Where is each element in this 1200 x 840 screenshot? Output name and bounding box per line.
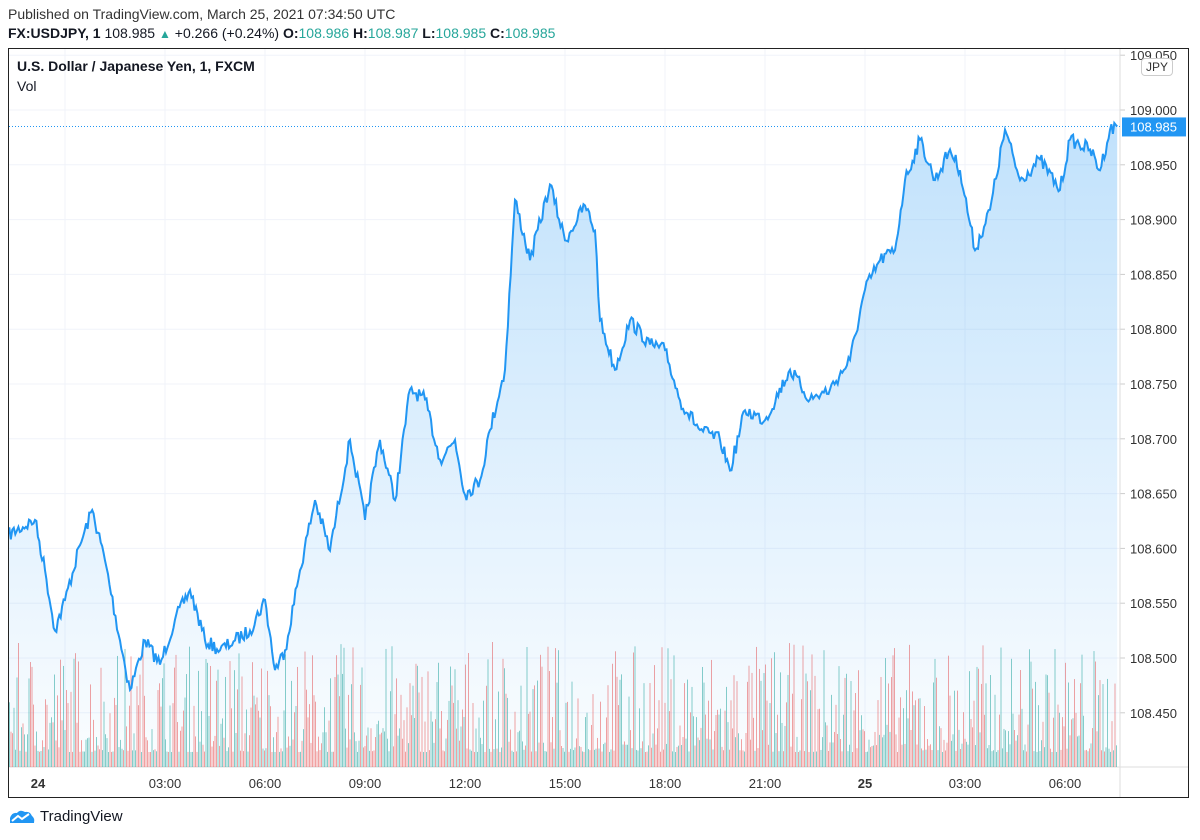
x-tick-label: 09:00 bbox=[349, 776, 382, 791]
legend-volume: Vol bbox=[17, 78, 37, 94]
y-tick-label: 108.850 bbox=[1130, 267, 1177, 282]
y-tick-label: 108.500 bbox=[1130, 651, 1177, 666]
high-value: 108.987 bbox=[367, 25, 419, 41]
close-value: 108.985 bbox=[504, 25, 556, 41]
tradingview-logo-icon bbox=[10, 810, 35, 823]
chart-legend: U.S. Dollar / Japanese Yen, 1, FXCM Vol bbox=[17, 58, 255, 94]
open-label: O: bbox=[282, 25, 299, 41]
y-tick-label: 108.550 bbox=[1130, 596, 1177, 611]
x-tick-label: 18:00 bbox=[649, 776, 682, 791]
last-price-label: 108.985 bbox=[1130, 119, 1177, 134]
last-price-badge bbox=[1122, 117, 1186, 137]
legend-title: U.S. Dollar / Japanese Yen, 1, FXCM bbox=[17, 58, 255, 74]
open-value: 108.986 bbox=[298, 25, 350, 41]
y-tick-label: 108.800 bbox=[1130, 322, 1177, 337]
up-arrow-icon: ▲ bbox=[158, 27, 171, 41]
y-tick-label: 108.600 bbox=[1130, 541, 1177, 556]
y-tick-label: 108.750 bbox=[1130, 377, 1177, 392]
published-note: Published on TradingView.com, March 25, … bbox=[8, 6, 396, 22]
x-tick-label: 03:00 bbox=[149, 776, 182, 791]
y-tick-label: 108.900 bbox=[1130, 213, 1177, 228]
y-tick-label: 108.950 bbox=[1130, 158, 1177, 173]
price-change: +0.266 (+0.24%) bbox=[174, 25, 280, 41]
symbol-name: FX:USDJPY, 1 bbox=[8, 25, 101, 41]
y-tick-label: 109.000 bbox=[1130, 103, 1177, 118]
footer-brand-text: TradingView bbox=[40, 808, 123, 825]
x-tick-label: 15:00 bbox=[549, 776, 582, 791]
x-tick-label: 21:00 bbox=[749, 776, 782, 791]
x-tick-label: 12:00 bbox=[449, 776, 482, 791]
y-tick-label: 108.700 bbox=[1130, 432, 1177, 447]
chart-frame[interactable] bbox=[8, 48, 1189, 798]
price-line bbox=[9, 120, 1118, 693]
low-label: L: bbox=[422, 25, 436, 41]
y-tick-label: 108.650 bbox=[1130, 487, 1177, 502]
footer-brand: TradingView bbox=[8, 808, 123, 825]
x-tick-label: 06:00 bbox=[249, 776, 282, 791]
price-area-fill bbox=[9, 123, 1118, 767]
x-tick-label: 25 bbox=[858, 776, 872, 791]
last-price: 108.985 bbox=[104, 25, 156, 41]
y-tick-label: 108.450 bbox=[1130, 706, 1177, 721]
symbol-header: FX:USDJPY, 1 108.985 ▲ +0.266 (+0.24%) O… bbox=[8, 25, 555, 41]
close-label: C: bbox=[490, 25, 505, 41]
low-value: 108.985 bbox=[435, 25, 487, 41]
currency-button[interactable]: JPY bbox=[1141, 58, 1174, 76]
x-tick-label: 24 bbox=[31, 776, 46, 791]
x-tick-label: 06:00 bbox=[1049, 776, 1082, 791]
high-label: H: bbox=[353, 25, 368, 41]
x-tick-label: 03:00 bbox=[949, 776, 982, 791]
